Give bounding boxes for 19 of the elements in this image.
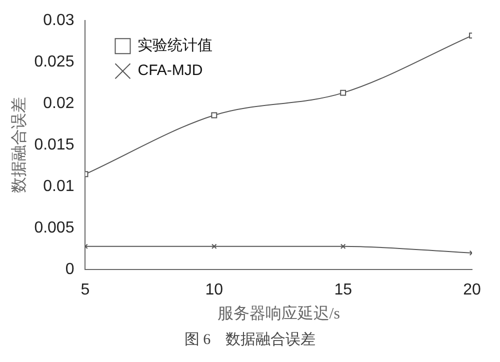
y-tick-label: 0.005 [34, 220, 74, 237]
x-tick-label: 10 [205, 282, 224, 299]
y-tick-label: 0.01 [43, 178, 74, 196]
x-tick-label: 5 [80, 282, 90, 299]
x-tick-label: 20 [463, 282, 481, 299]
y-tick-label: 0.025 [34, 54, 74, 71]
point [211, 112, 218, 118]
y-tick-label: 0.015 [34, 136, 74, 154]
legend-label: CFA-MJD [138, 62, 203, 80]
legend-label: 实验统计值 [138, 37, 213, 54]
x-tick-label: 15 [334, 282, 352, 299]
y-tick-label: 0 [65, 261, 74, 278]
y-tick-label: 0.03 [43, 12, 74, 30]
caption: 图 6 数据融合误差 [183, 330, 317, 349]
point [340, 90, 346, 96]
y-tick-label: 0.02 [43, 95, 74, 112]
point [212, 244, 217, 249]
y-axis-title: 数据融合误差 [10, 97, 28, 194]
x-axis-title: 服务器响应延迟/s [217, 304, 340, 323]
